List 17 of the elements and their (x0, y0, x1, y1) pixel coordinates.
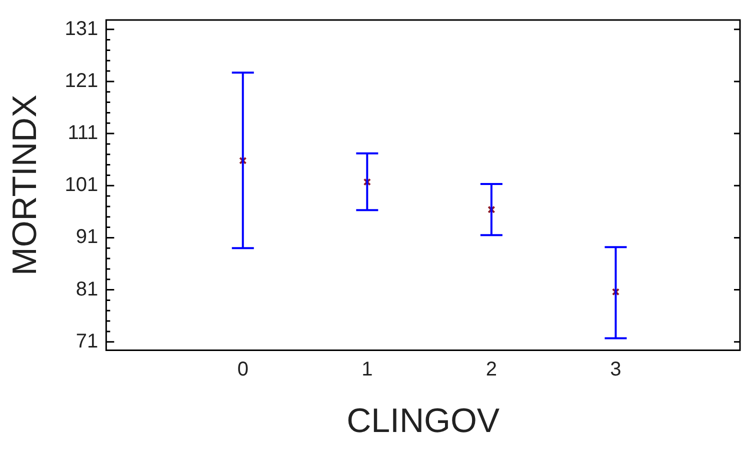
y-tick-label: 121 (64, 70, 98, 92)
point (488, 206, 496, 214)
point (363, 178, 371, 186)
y-tick-label: 81 (76, 278, 98, 300)
x-axis-title: CLINGOV (346, 402, 500, 440)
point (239, 156, 247, 164)
point (612, 288, 620, 296)
x-tick-label: 2 (486, 358, 497, 381)
x-tick-label: 1 (362, 358, 373, 381)
y-tick-label: 91 (76, 226, 98, 248)
y-tick-label: 71 (76, 330, 98, 352)
y-axis-title: MORTINDX (6, 94, 44, 276)
y-tick-label: 131 (64, 18, 98, 40)
x-tick-label: 3 (610, 358, 622, 381)
y-tick-label: 111 (68, 122, 98, 144)
x-tick-label: 0 (237, 358, 248, 381)
y-tick-label: 101 (64, 174, 98, 196)
